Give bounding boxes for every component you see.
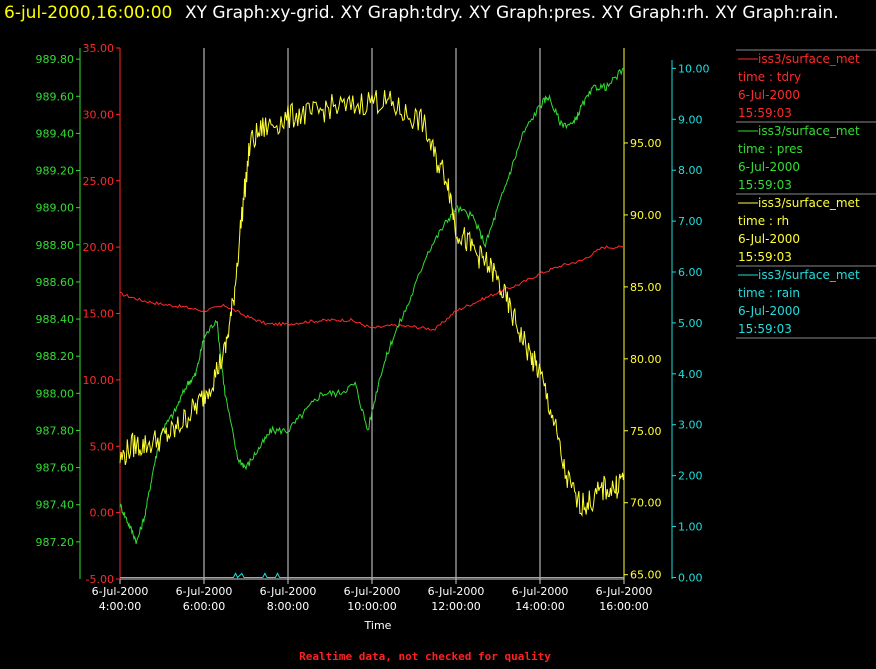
rh-series-line <box>119 90 625 517</box>
tdry-tick-label: 30.00 <box>83 108 115 121</box>
x-axis-title: Time <box>364 619 392 632</box>
tdry-tick-label: 10.00 <box>83 374 115 387</box>
tdry-legend-name: iss3/surface_met <box>758 52 860 66</box>
pres-tick-label: 989.00 <box>36 202 75 215</box>
x-tick-label-time: 8:00:00 <box>267 600 309 613</box>
pres-tick-label: 988.40 <box>36 313 75 326</box>
x-tick-label-date: 6-Jul-2000 <box>512 585 569 598</box>
tdry-tick-label: 15.00 <box>83 308 115 321</box>
tdry-legend-date: 6-Jul-2000 <box>738 88 800 102</box>
rh-tick-label: 70.00 <box>630 497 662 510</box>
pres-legend-field: time : pres <box>738 142 803 156</box>
rain-tick-label: 6.00 <box>678 266 703 279</box>
x-tick-label-date: 6-Jul-2000 <box>92 585 149 598</box>
tdry-tick-label: 35.00 <box>83 42 115 55</box>
pres-tick-label: 987.80 <box>36 424 75 437</box>
title-graph-list: XY Graph:xy-grid. XY Graph:tdry. XY Grap… <box>185 3 839 23</box>
tdry-tick-label: 20.00 <box>83 241 115 254</box>
rain-legend-time: 15:59:03 <box>738 322 792 336</box>
pres-tick-label: 989.80 <box>36 53 75 66</box>
rh-tick-label: 65.00 <box>630 569 662 582</box>
tdry-tick-label: 25.00 <box>83 175 115 188</box>
pres-tick-label: 988.80 <box>36 239 75 252</box>
x-tick-label-time: 6:00:00 <box>183 600 225 613</box>
x-tick-label-date: 6-Jul-2000 <box>176 585 233 598</box>
quality-footer-note: Realtime data, not checked for quality <box>299 650 551 663</box>
rain-tick-label: 2.00 <box>678 470 703 483</box>
tdry-legend-field: time : tdry <box>738 70 801 84</box>
pres-series-line <box>119 67 625 545</box>
rain-tick-label: 1.00 <box>678 521 703 534</box>
tdry-tick-label: 0.00 <box>90 507 115 520</box>
rain-tick-label: 3.00 <box>678 419 703 432</box>
tdry-series-line <box>119 245 625 331</box>
pres-tick-label: 987.40 <box>36 499 75 512</box>
rh-tick-label: 80.00 <box>630 353 662 366</box>
rh-tick-label: 75.00 <box>630 425 662 438</box>
rh-legend-name: iss3/surface_met <box>758 196 860 210</box>
rain-tick-label: 5.00 <box>678 317 703 330</box>
rh-tick-label: 95.00 <box>630 137 662 150</box>
pres-tick-label: 989.20 <box>36 165 75 178</box>
pres-legend-date: 6-Jul-2000 <box>738 160 800 174</box>
rain-legend-date: 6-Jul-2000 <box>738 304 800 318</box>
title-timestamp: 6-jul-2000,16:00:00 <box>4 3 173 23</box>
x-tick-label-date: 6-Jul-2000 <box>428 585 485 598</box>
x-tick-label-date: 6-Jul-2000 <box>596 585 653 598</box>
pres-legend-name: iss3/surface_met <box>758 124 860 138</box>
rh-legend-field: time : rh <box>738 214 789 228</box>
x-tick-label-time: 14:00:00 <box>515 600 564 613</box>
x-tick-label-time: 12:00:00 <box>431 600 480 613</box>
rain-tick-label: 4.00 <box>678 368 703 381</box>
pres-tick-label: 988.00 <box>36 387 75 400</box>
pres-legend-time: 15:59:03 <box>738 178 792 192</box>
tdry-tick-label: -5.00 <box>86 573 114 586</box>
rain-legend-field: time : rain <box>738 286 800 300</box>
x-tick-label-time: 10:00:00 <box>347 600 396 613</box>
pres-tick-label: 987.60 <box>36 462 75 475</box>
pres-tick-label: 989.40 <box>36 127 75 140</box>
rain-tick-label: 8.00 <box>678 164 703 177</box>
rain-legend-name: iss3/surface_met <box>758 268 860 282</box>
rh-legend-time: 15:59:03 <box>738 250 792 264</box>
rain-tick-label: 9.00 <box>678 113 703 126</box>
rain-tick-label: 7.00 <box>678 215 703 228</box>
rh-tick-label: 85.00 <box>630 281 662 294</box>
rain-tick-label: 0.00 <box>678 571 703 584</box>
x-tick-label-date: 6-Jul-2000 <box>260 585 317 598</box>
pres-tick-label: 987.20 <box>36 536 75 549</box>
x-tick-label-time: 4:00:00 <box>99 600 141 613</box>
pres-tick-label: 988.20 <box>36 350 75 363</box>
rh-tick-label: 90.00 <box>630 209 662 222</box>
pres-tick-label: 989.60 <box>36 90 75 103</box>
x-tick-label-date: 6-Jul-2000 <box>344 585 401 598</box>
rh-legend-date: 6-Jul-2000 <box>738 232 800 246</box>
rain-series-line <box>120 572 624 579</box>
tdry-legend-time: 15:59:03 <box>738 106 792 120</box>
tdry-tick-label: 5.00 <box>90 440 115 453</box>
pres-tick-label: 988.60 <box>36 276 75 289</box>
title-bar: 6-jul-2000,16:00:00 XY Graph:xy-grid. XY… <box>0 0 876 30</box>
rain-tick-label: 10.00 <box>678 62 710 75</box>
x-tick-label-time: 16:00:00 <box>599 600 648 613</box>
